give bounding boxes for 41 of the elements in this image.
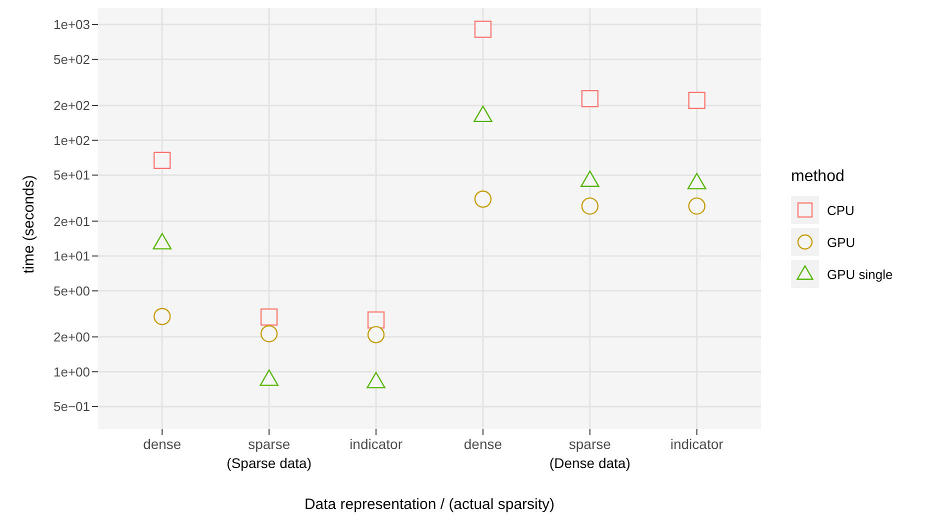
point [688,92,706,110]
point [580,170,600,188]
x-tick-label: sparse (Dense data) [549,436,630,471]
point [367,326,385,344]
legend-label: CPU [827,202,854,218]
y-tick-label: 2e+01 [53,214,90,229]
point [581,197,599,215]
y-tick-label: 1e+02 [53,132,90,148]
x-tick-label: indicator [670,436,724,452]
y-tick-label: 5e−01 [53,399,90,414]
point [474,20,492,38]
point [474,190,492,208]
point [688,197,706,215]
x-tick-label: indicator [350,436,403,452]
point [367,311,385,329]
x-tick-label: dense [464,436,502,452]
x-tick-label: dense [143,436,182,452]
point [154,152,171,170]
y-axis-title: time (seconds) [20,175,38,274]
y-tick-label: 5e+02 [53,52,90,68]
x-tick-label: sparse (Sparse data) [226,436,312,471]
y-tick-label: 1e+01 [53,248,90,264]
point [260,370,278,386]
y-tick-label: 2e+02 [53,98,90,114]
legend-title: method [791,168,846,186]
y-tick-label: 2e+00 [53,330,90,345]
y-tick-label: 5e+01 [53,168,90,183]
y-tick-label: 1e+03 [53,17,90,32]
x-axis-title: Data representation / (actual sparsity) [304,496,555,513]
y-tick-label: 5e+00 [53,283,90,298]
point [366,372,386,388]
point [581,90,599,108]
point [474,106,492,122]
point [260,308,278,326]
point [152,233,172,250]
point [154,308,171,326]
y-tick-label: 1e+00 [53,364,90,380]
legend-label: GPU single [827,266,893,282]
point [687,172,706,190]
point [260,325,278,342]
legend-label: GPU [827,234,856,250]
